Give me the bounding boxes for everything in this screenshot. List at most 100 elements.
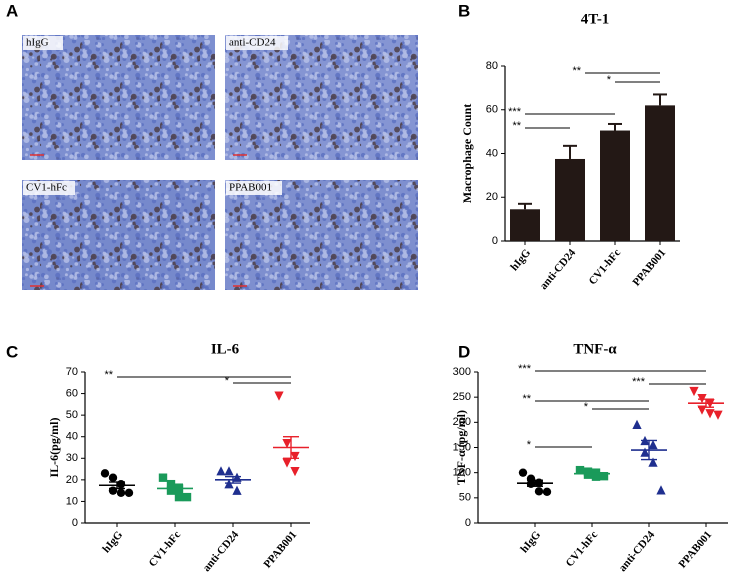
- significance-label: *: [527, 439, 532, 451]
- data-point: [656, 485, 666, 495]
- chart-title: 4T-1: [581, 11, 610, 27]
- bar: [600, 130, 630, 241]
- y-tick-label: 40: [486, 147, 498, 159]
- data-point: [108, 486, 118, 495]
- y-tick-label: 30: [66, 452, 78, 464]
- data-point: [542, 487, 552, 496]
- x-tick-label: CV1-hFc: [564, 529, 601, 570]
- significance-label: *: [584, 401, 589, 413]
- data-point: [174, 492, 184, 502]
- y-tick-label: 0: [72, 517, 78, 529]
- data-point: [632, 419, 642, 430]
- data-point: [116, 479, 126, 489]
- data-point: [108, 473, 118, 482]
- data-point: [158, 473, 168, 482]
- data-point: [290, 467, 300, 477]
- data-point: [648, 457, 658, 467]
- chart-title: IL-6: [211, 341, 240, 357]
- data-point: [216, 466, 226, 476]
- x-tick-label: anti-CD24: [538, 246, 579, 292]
- x-tick-label: CV1-hFc: [587, 247, 624, 288]
- y-tick-label: 60: [486, 104, 498, 116]
- micrograph-texture: [22, 35, 215, 160]
- y-tick-label: 20: [66, 474, 78, 486]
- y-tick-label: 300: [453, 366, 471, 378]
- panel-label: D: [458, 342, 470, 361]
- data-point: [224, 466, 234, 476]
- significance-label: **: [572, 65, 581, 77]
- x-tick-label: anti-CD24: [201, 528, 242, 574]
- data-point: [648, 439, 658, 450]
- y-tick-label: 200: [453, 416, 471, 428]
- significance-label: *: [225, 375, 230, 387]
- significance-label: **: [522, 393, 531, 405]
- label-bg: [23, 181, 75, 195]
- significance-label: **: [104, 369, 113, 381]
- y-tick-label: 40: [66, 431, 78, 443]
- y-tick-label: 70: [66, 366, 78, 378]
- data-point: [518, 468, 528, 477]
- y-tick-label: 80: [486, 60, 498, 72]
- y-tick-label: 100: [453, 467, 471, 479]
- data-point: [599, 471, 609, 481]
- bar: [555, 158, 585, 241]
- image-label: PPAB001: [229, 182, 272, 194]
- bar: [645, 105, 675, 241]
- x-tick-label: PPAB001: [677, 529, 715, 571]
- y-tick-label: 0: [492, 235, 498, 247]
- data-point: [282, 458, 292, 468]
- panel-label: C: [6, 342, 18, 361]
- y-tick-label: 60: [66, 387, 78, 399]
- data-point: [534, 487, 544, 496]
- y-tick-label: 50: [459, 492, 471, 504]
- y-axis-label: Macrophage Count: [460, 104, 474, 203]
- y-axis-label: TNF-α (pg/ml): [454, 410, 468, 485]
- data-point: [100, 469, 110, 478]
- data-point: [166, 486, 176, 495]
- y-axis-label: IL-6(pg/ml): [47, 417, 61, 477]
- panel-label: B: [458, 1, 470, 20]
- y-tick-label: 250: [453, 391, 471, 403]
- label-bg: [226, 36, 288, 50]
- micrograph-texture: [22, 180, 215, 290]
- y-tick-label: 20: [486, 191, 498, 203]
- image-label: hIgG: [26, 37, 49, 49]
- data-point: [689, 386, 699, 397]
- significance-label: ***: [518, 363, 532, 375]
- micrograph-texture: [225, 180, 418, 290]
- significance-label: ***: [508, 106, 522, 118]
- x-tick-label: hIgG: [518, 529, 543, 556]
- data-point: [591, 472, 601, 481]
- data-point: [575, 465, 585, 475]
- bar: [510, 209, 540, 241]
- label-bg: [226, 181, 282, 195]
- significance-label: ***: [632, 376, 646, 388]
- data-point: [282, 438, 292, 449]
- data-point: [116, 488, 126, 497]
- y-tick-label: 150: [453, 441, 471, 453]
- image-label: CV1-hFc: [26, 182, 67, 194]
- significance-label: **: [512, 120, 521, 132]
- chart-title: TNF-α: [573, 341, 617, 357]
- x-tick-label: PPAB001: [262, 529, 300, 571]
- data-point: [640, 447, 650, 457]
- x-tick-label: hIgG: [100, 529, 125, 556]
- micrograph-texture: [225, 35, 418, 160]
- image-label: anti-CD24: [229, 37, 276, 49]
- panel-label: A: [6, 1, 18, 20]
- x-tick-label: anti-CD24: [617, 528, 658, 574]
- x-tick-label: hIgG: [508, 247, 533, 274]
- label-bg: [23, 36, 63, 50]
- y-tick-label: 10: [66, 495, 78, 507]
- data-point: [290, 451, 300, 462]
- data-point: [705, 409, 715, 419]
- data-point: [182, 492, 192, 502]
- micrograph-panel: hIgG anti-CD24 CV1-hFc PPAB001: [22, 35, 418, 290]
- x-tick-label: PPAB001: [631, 247, 669, 289]
- significance-label: *: [607, 74, 612, 86]
- y-tick-label: 0: [465, 517, 471, 529]
- y-tick-label: 50: [66, 409, 78, 421]
- x-tick-label: CV1-hFc: [147, 529, 184, 570]
- data-point: [274, 391, 284, 401]
